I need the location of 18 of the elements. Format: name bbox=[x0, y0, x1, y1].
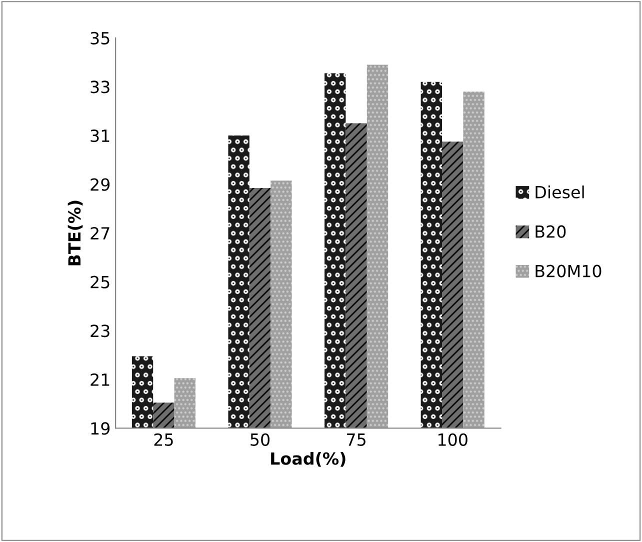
x-tick-label: 50 bbox=[250, 433, 270, 446]
y-tick-label: 31 bbox=[90, 129, 110, 142]
y-tick-label: 25 bbox=[90, 276, 110, 288]
y-tick-label: 27 bbox=[90, 227, 110, 240]
y-tick-label: 29 bbox=[90, 178, 110, 191]
y-tick-label: 23 bbox=[90, 324, 110, 338]
x-tick-label: 25 bbox=[154, 433, 173, 446]
y-tick-label: 35 bbox=[90, 32, 110, 45]
y-tick-label: 21 bbox=[90, 373, 110, 386]
legend-label: B20M10 bbox=[536, 264, 602, 278]
x-tick-label: 75 bbox=[347, 434, 366, 446]
x-axis-title: Load(%) bbox=[271, 452, 346, 467]
legend-label: Diesel bbox=[536, 186, 584, 198]
legend-label: B20 bbox=[536, 225, 566, 238]
y-axis-title: BTE(%) bbox=[68, 200, 83, 266]
y-tick-label: 19 bbox=[91, 422, 110, 435]
y-tick-label: 33 bbox=[90, 80, 110, 94]
x-tick-label: 100 bbox=[438, 433, 468, 446]
